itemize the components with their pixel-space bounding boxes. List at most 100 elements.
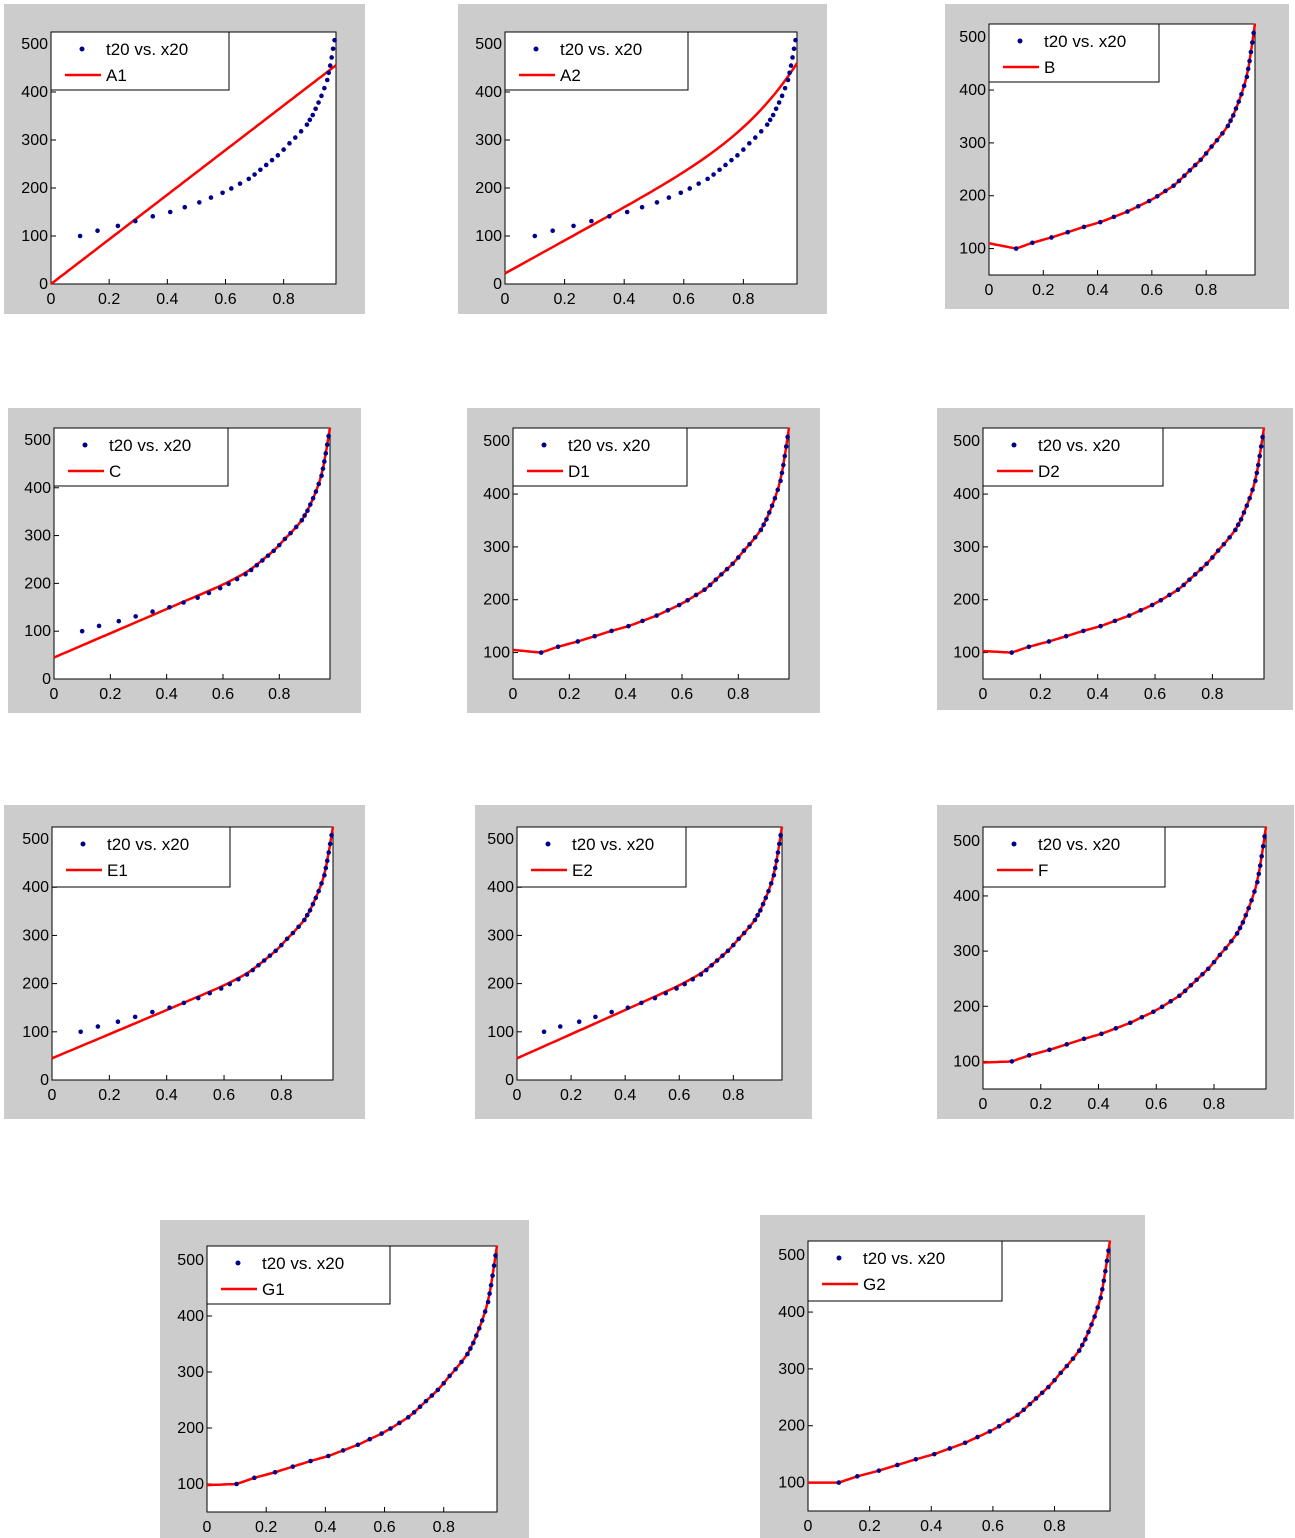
data-point bbox=[1241, 510, 1247, 515]
data-point bbox=[1236, 99, 1242, 104]
legend-label-fit: A2 bbox=[560, 66, 581, 85]
data-point bbox=[1205, 966, 1211, 972]
data-point bbox=[752, 135, 758, 140]
data-point bbox=[1099, 1287, 1105, 1292]
data-point bbox=[1230, 113, 1236, 118]
legend-label-fit: E2 bbox=[572, 861, 593, 880]
legend-label-points: t20 vs. x20 bbox=[1038, 436, 1120, 455]
data-point bbox=[133, 614, 138, 619]
data-point bbox=[747, 141, 752, 146]
data-point bbox=[490, 1273, 495, 1278]
data-point bbox=[766, 888, 771, 894]
legend-label-points: t20 vs. x20 bbox=[107, 835, 189, 854]
legend-box bbox=[50, 31, 230, 91]
data-point bbox=[1233, 527, 1238, 533]
data-point bbox=[1106, 1248, 1111, 1253]
data-point bbox=[1249, 898, 1254, 903]
data-point bbox=[261, 958, 267, 963]
data-point bbox=[1039, 1390, 1045, 1396]
x-tick-label: 0 bbox=[979, 686, 988, 703]
data-point bbox=[265, 553, 271, 558]
x-tick-label: 0.4 bbox=[1086, 282, 1108, 299]
data-point bbox=[783, 444, 789, 449]
data-point bbox=[115, 223, 121, 229]
data-point bbox=[423, 1398, 429, 1404]
chart-panel-g1: 0 0.2 0.4 0.6 0.8 100 200 300 400 500 t20 vs. x20 G… bbox=[160, 1220, 529, 1538]
data-point bbox=[1211, 959, 1217, 965]
data-point bbox=[766, 510, 772, 515]
data-point bbox=[1254, 470, 1260, 476]
data-point bbox=[782, 453, 788, 459]
y-tick-label: 200 bbox=[21, 180, 48, 197]
data-point bbox=[1081, 224, 1087, 230]
data-point bbox=[696, 181, 701, 186]
data-point bbox=[256, 963, 261, 968]
x-tick-label: 0.2 bbox=[99, 686, 121, 703]
data-point bbox=[654, 200, 660, 205]
data-point bbox=[79, 628, 85, 634]
y-tick-label: 200 bbox=[778, 1418, 805, 1435]
data-point bbox=[1260, 844, 1266, 849]
data-point bbox=[322, 459, 327, 464]
legend-marker-points bbox=[545, 841, 551, 847]
data-point bbox=[758, 527, 764, 533]
data-point bbox=[217, 585, 223, 591]
data-point bbox=[1194, 977, 1199, 983]
chart-d1: 0 0.2 0.4 0.6 0.8 100 200 300 400 500 t20 vs. x20 D… bbox=[483, 427, 791, 703]
data-point bbox=[329, 55, 334, 60]
data-point bbox=[705, 176, 710, 182]
data-point bbox=[550, 228, 555, 234]
data-point bbox=[593, 1014, 598, 1020]
data-point bbox=[1146, 198, 1152, 204]
data-point bbox=[640, 618, 645, 624]
data-point bbox=[932, 1451, 937, 1457]
data-point bbox=[571, 223, 576, 229]
data-point bbox=[340, 1448, 346, 1453]
chart-g2: 0 0.2 0.4 0.6 0.8 100 200 300 400 500 t20 vs. x20 G… bbox=[778, 1240, 1112, 1535]
data-point bbox=[1234, 931, 1240, 936]
data-point bbox=[1138, 608, 1144, 613]
x-tick-label: 0.6 bbox=[673, 291, 695, 308]
data-point bbox=[764, 517, 769, 522]
x-tick-label: 0.6 bbox=[373, 1519, 395, 1536]
data-point bbox=[277, 542, 282, 548]
data-point bbox=[1258, 444, 1264, 449]
chart-panel-e1: 0 0.2 0.4 0.6 0.8 0 100 200 300 400 500 t20 vs. x20… bbox=[4, 805, 365, 1119]
y-tick-label: 0 bbox=[505, 1072, 514, 1089]
chart-g1: 0 0.2 0.4 0.6 0.8 100 200 300 400 500 t20 vs. x20 G… bbox=[177, 1245, 499, 1536]
data-point bbox=[1214, 137, 1220, 143]
data-point bbox=[1244, 503, 1250, 508]
data-point bbox=[1027, 1401, 1033, 1407]
y-tick-label: 300 bbox=[959, 135, 986, 152]
x-tick-label: 0.4 bbox=[1087, 1096, 1109, 1113]
data-point bbox=[327, 63, 333, 68]
legend-label-fit: D1 bbox=[568, 462, 590, 481]
y-tick-label: 300 bbox=[483, 539, 510, 556]
x-tick-label: 0.6 bbox=[1144, 686, 1166, 703]
data-point bbox=[150, 214, 156, 219]
legend-marker-points bbox=[1011, 841, 1017, 847]
data-point bbox=[260, 558, 265, 563]
y-tick-label: 200 bbox=[475, 180, 502, 197]
data-point bbox=[1149, 602, 1155, 608]
data-point bbox=[248, 567, 254, 573]
data-point bbox=[1101, 1278, 1107, 1284]
y-tick-label: 100 bbox=[24, 623, 51, 640]
data-point bbox=[947, 1446, 953, 1451]
x-tick-label: 0.2 bbox=[859, 1518, 881, 1535]
data-point bbox=[1064, 1363, 1070, 1369]
x-tick-label: 0.8 bbox=[1043, 1518, 1065, 1535]
y-tick-label: 100 bbox=[953, 645, 980, 662]
data-point bbox=[167, 604, 172, 610]
data-point bbox=[96, 623, 102, 629]
legend-marker-points bbox=[235, 1260, 241, 1266]
legend-label-points: t20 vs. x20 bbox=[572, 835, 654, 854]
x-tick-label: 0.4 bbox=[614, 1087, 636, 1104]
legend-label-fit: F bbox=[1038, 861, 1048, 880]
x-tick-label: 0 bbox=[979, 1096, 988, 1113]
data-point bbox=[1259, 853, 1264, 859]
data-point bbox=[206, 590, 212, 596]
data-point bbox=[1257, 453, 1262, 459]
data-point bbox=[1237, 925, 1243, 931]
data-point bbox=[1095, 1305, 1100, 1310]
